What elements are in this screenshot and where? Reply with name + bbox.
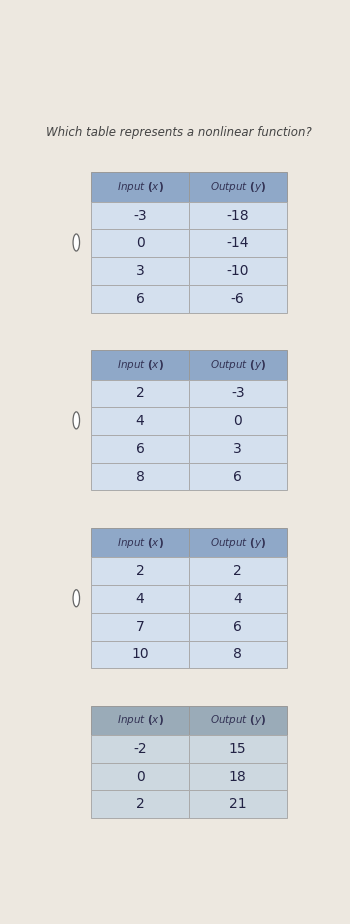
- Bar: [91, 407, 189, 435]
- Bar: [91, 735, 189, 762]
- Circle shape: [73, 234, 79, 251]
- Bar: [91, 613, 189, 640]
- Text: $\mathit{Output}$ $\bf{(}$$\mathit{y}$$\bf{)}$: $\mathit{Output}$ $\bf{(}$$\mathit{y}$$\…: [210, 713, 266, 727]
- Text: $\mathit{Output}$ $\bf{(}$$\mathit{y}$$\bf{)}$: $\mathit{Output}$ $\bf{(}$$\mathit{y}$$\…: [210, 536, 266, 550]
- Text: 4: 4: [233, 592, 242, 606]
- Bar: [91, 229, 189, 257]
- Bar: [189, 613, 287, 640]
- Bar: [189, 585, 287, 613]
- Text: 6: 6: [233, 469, 242, 483]
- Circle shape: [73, 590, 79, 607]
- Bar: [189, 706, 287, 735]
- Bar: [91, 380, 189, 407]
- Bar: [91, 463, 189, 491]
- Bar: [91, 762, 189, 790]
- Text: -2: -2: [133, 742, 147, 756]
- Bar: [189, 557, 287, 585]
- Text: $\mathit{Output}$ $\bf{(}$$\mathit{y}$$\bf{)}$: $\mathit{Output}$ $\bf{(}$$\mathit{y}$$\…: [210, 180, 266, 194]
- Bar: [189, 762, 287, 790]
- Text: 6: 6: [135, 292, 145, 306]
- Bar: [189, 407, 287, 435]
- Text: -6: -6: [231, 292, 245, 306]
- Bar: [91, 173, 189, 201]
- Text: 4: 4: [136, 414, 145, 428]
- Text: 21: 21: [229, 797, 246, 811]
- Text: 6: 6: [135, 442, 145, 456]
- Text: -18: -18: [226, 209, 249, 223]
- Text: $\mathit{Input}$ $\bf{(}$$\mathit{x}$$\bf{)}$: $\mathit{Input}$ $\bf{(}$$\mathit{x}$$\b…: [117, 358, 163, 372]
- Text: 3: 3: [233, 442, 242, 456]
- Text: 0: 0: [136, 237, 145, 250]
- Text: 18: 18: [229, 770, 246, 784]
- Circle shape: [73, 412, 79, 429]
- Text: -10: -10: [226, 264, 249, 278]
- Bar: [189, 285, 287, 312]
- Bar: [91, 285, 189, 312]
- Text: 2: 2: [136, 797, 145, 811]
- Bar: [189, 380, 287, 407]
- Text: $\mathit{Input}$ $\bf{(}$$\mathit{x}$$\bf{)}$: $\mathit{Input}$ $\bf{(}$$\mathit{x}$$\b…: [117, 713, 163, 727]
- Text: 0: 0: [233, 414, 242, 428]
- Bar: [91, 585, 189, 613]
- Text: $\mathit{Input}$ $\bf{(}$$\mathit{x}$$\bf{)}$: $\mathit{Input}$ $\bf{(}$$\mathit{x}$$\b…: [117, 180, 163, 194]
- Bar: [189, 350, 287, 380]
- Bar: [91, 201, 189, 229]
- Bar: [91, 529, 189, 557]
- Bar: [189, 790, 287, 818]
- Bar: [189, 735, 287, 762]
- Bar: [189, 435, 287, 463]
- Bar: [91, 640, 189, 668]
- Text: -3: -3: [133, 209, 147, 223]
- Text: 6: 6: [233, 620, 242, 634]
- Bar: [189, 529, 287, 557]
- Text: 2: 2: [136, 565, 145, 578]
- Text: 8: 8: [135, 469, 145, 483]
- Bar: [189, 257, 287, 285]
- Text: 0: 0: [136, 770, 145, 784]
- Bar: [91, 790, 189, 818]
- Bar: [189, 173, 287, 201]
- Text: 2: 2: [136, 386, 145, 400]
- Text: $\mathit{Input}$ $\bf{(}$$\mathit{x}$$\bf{)}$: $\mathit{Input}$ $\bf{(}$$\mathit{x}$$\b…: [117, 536, 163, 550]
- Text: 7: 7: [136, 620, 145, 634]
- Bar: [189, 201, 287, 229]
- Text: 4: 4: [136, 592, 145, 606]
- Bar: [91, 257, 189, 285]
- Bar: [91, 435, 189, 463]
- Bar: [189, 640, 287, 668]
- Text: -3: -3: [231, 386, 245, 400]
- Bar: [91, 557, 189, 585]
- Bar: [189, 463, 287, 491]
- Text: 3: 3: [136, 264, 145, 278]
- Text: -14: -14: [226, 237, 249, 250]
- Text: Which table represents a nonlinear function?: Which table represents a nonlinear funct…: [47, 126, 312, 139]
- Text: 15: 15: [229, 742, 246, 756]
- Bar: [91, 706, 189, 735]
- Text: $\mathit{Output}$ $\bf{(}$$\mathit{y}$$\bf{)}$: $\mathit{Output}$ $\bf{(}$$\mathit{y}$$\…: [210, 358, 266, 372]
- Bar: [189, 229, 287, 257]
- Text: 2: 2: [233, 565, 242, 578]
- Text: 10: 10: [131, 648, 149, 662]
- Text: 8: 8: [233, 648, 242, 662]
- Bar: [91, 350, 189, 380]
